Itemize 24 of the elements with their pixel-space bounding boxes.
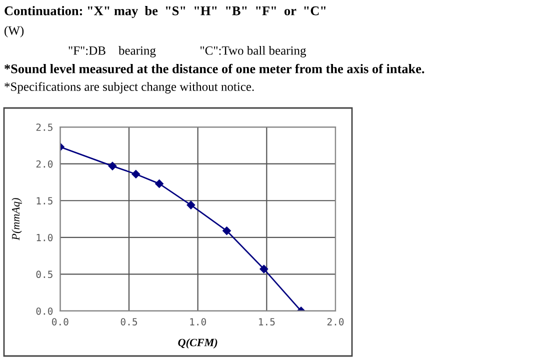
x-tick-label: 0.5 — [120, 318, 137, 326]
text: Continuation: "X" may be "S" "H" "B" "F" or "C" — [4, 6, 326, 18]
point — [186, 200, 196, 210]
point — [222, 226, 231, 235]
x-tick-label: 1.0 — [190, 318, 206, 326]
y-tick-label: 0.5 — [36, 270, 52, 278]
text: *Specifications are subject change without notice. — [4, 82, 254, 94]
point — [155, 180, 164, 188]
text: *Sound level measured at the distance of one meter from the axis of intake. — [4, 64, 424, 74]
y-axis-title: P(mmAq) — [12, 198, 22, 240]
x-axis-title: Q(CFM) — [178, 338, 218, 349]
point — [108, 162, 117, 170]
point — [260, 264, 268, 274]
y-tick-label: 2.0 — [36, 160, 53, 168]
y-tick-label: 0.0 — [36, 307, 53, 315]
x-tick-label: 1.5 — [259, 318, 275, 326]
y-tick-label: 1.0 — [36, 234, 53, 242]
y-tick-label: 1.5 — [36, 197, 52, 204]
text: (W) — [4, 26, 24, 38]
text: "F":DB bearing "C":Two ball bearing — [68, 46, 306, 58]
x-tick-label: 0.0 — [52, 318, 68, 326]
point — [132, 170, 140, 178]
y-tick-label: 2.5 — [36, 124, 52, 131]
x-tick-label: 2.0 — [327, 318, 344, 326]
